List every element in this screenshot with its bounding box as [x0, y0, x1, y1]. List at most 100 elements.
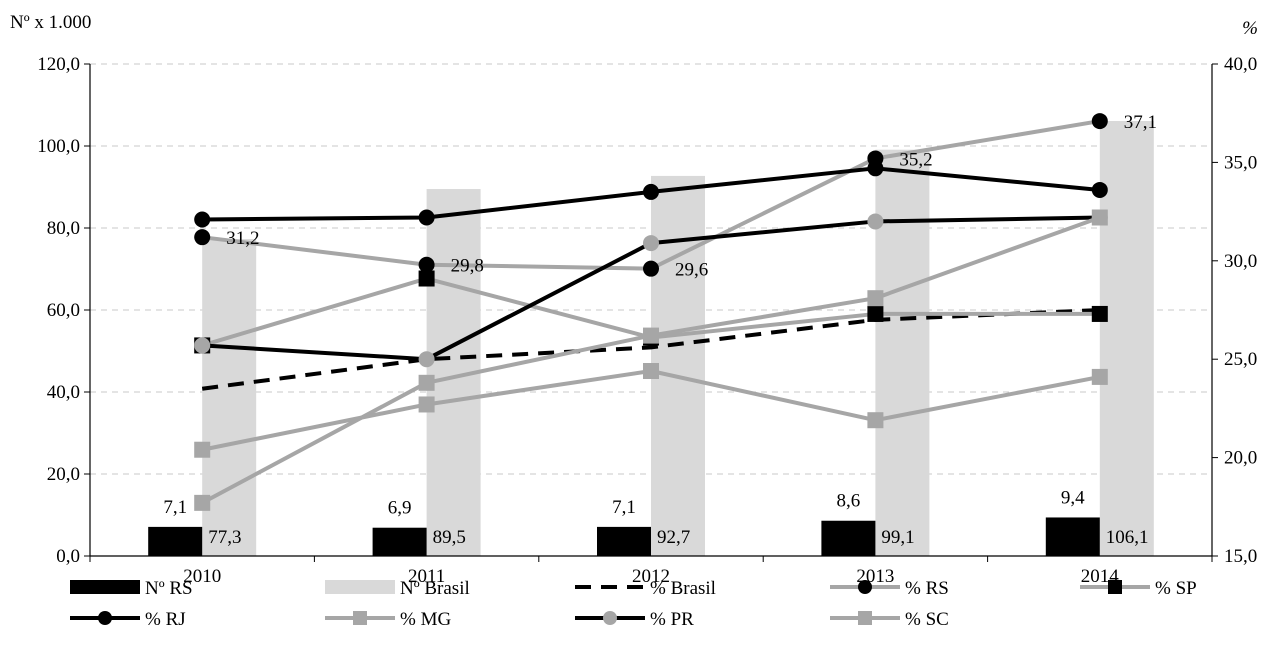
right-tick-label: 30,0 [1224, 251, 1257, 272]
legend-item: Nº RS [70, 578, 193, 599]
marker-sc [1091, 209, 1108, 226]
marker-pr [643, 235, 659, 252]
legend-item: % Brasil [575, 578, 716, 599]
marker-sc [867, 290, 884, 307]
legend-label: % SP [1155, 578, 1197, 599]
legend-label: Nº RS [145, 578, 193, 599]
bar-label-brasil: 89,5 [433, 527, 466, 548]
line-label-rs: 35,2 [899, 149, 932, 170]
legend-item: % SP [1080, 578, 1197, 599]
legend-item: % PR [575, 609, 694, 630]
marker-sp [418, 270, 435, 287]
marker-mg [194, 441, 211, 458]
bar-label-rs: 9,4 [1061, 487, 1085, 508]
legend-marker [98, 611, 112, 625]
bar-label-brasil: 99,1 [881, 527, 914, 548]
right-tick-label: 20,0 [1224, 448, 1257, 469]
legend-marker [858, 611, 872, 625]
right-tick-label: 35,0 [1224, 152, 1257, 173]
marker-mg [643, 363, 659, 380]
right-axis-title: % [1242, 18, 1258, 39]
bar-label-rs: 6,9 [388, 498, 412, 519]
x-tick-label: 2012 [632, 566, 670, 587]
left-tick-label: 0,0 [56, 546, 80, 567]
legend-item: % RJ [70, 609, 186, 630]
bar-brasil [651, 175, 705, 556]
line-label-rs: 29,8 [451, 256, 484, 277]
bar-rs [821, 520, 876, 556]
legend-item: % MG [325, 609, 451, 630]
bar-rs [372, 527, 427, 556]
marker-rj [867, 160, 884, 177]
x-tick-label: 2011 [408, 566, 445, 587]
marker-rj [418, 209, 435, 226]
bar-brasil [875, 149, 930, 556]
legend-swatch [70, 580, 140, 594]
legend-marker [1108, 580, 1122, 594]
marker-rs [194, 229, 211, 246]
marker-mg [1091, 368, 1108, 385]
marker-rs [643, 260, 659, 277]
marker-mg [418, 396, 435, 413]
marker-pr [194, 337, 211, 354]
left-tick-label: 100,0 [37, 136, 80, 157]
legend-marker [858, 580, 872, 594]
right-tick-label: 40,0 [1224, 54, 1257, 75]
bars [148, 120, 1154, 557]
marker-sc [418, 374, 435, 391]
marker-sc [643, 327, 659, 344]
marker-pr [418, 351, 435, 368]
legend-label: % Brasil [650, 578, 716, 599]
legend-marker [353, 611, 367, 625]
legend-label: % RJ [145, 609, 186, 630]
marker-rj [194, 211, 211, 228]
bar-rs [597, 526, 651, 556]
left-tick-label: 60,0 [47, 300, 80, 321]
bar-label-brasil: 106,1 [1106, 527, 1149, 548]
legend: Nº RS Nº Brasil % Brasil % RS % SP % RJ % MG % … [70, 578, 1197, 630]
left-tick-label: 120,0 [37, 54, 80, 75]
bar-label-rs: 7,1 [163, 497, 187, 518]
bar-rs [1045, 517, 1100, 556]
marker-rj [1091, 181, 1108, 198]
left-tick-label: 80,0 [47, 218, 80, 239]
legend-item: Nº Brasil [325, 578, 470, 599]
x-tick-label: 2010 [183, 566, 221, 587]
bar-brasil [202, 239, 257, 556]
legend-item: % RS [830, 578, 949, 599]
bar-rs [148, 526, 203, 556]
marker-sp [867, 305, 884, 322]
legend-label: % SC [905, 609, 949, 630]
bar-label-brasil: 77,3 [208, 527, 241, 548]
line-brasil [201, 308, 1100, 391]
legend-swatch [325, 580, 395, 594]
marker-sc [194, 494, 211, 511]
marker-mg [867, 412, 884, 429]
axes [84, 63, 1218, 562]
marker-rj [643, 183, 659, 200]
legend-label: % PR [650, 609, 694, 630]
data-labels: 77,3 89,5 92,7 99,1 106,1 7,1 6,9 7,1 8,6 9,4 31,2… [163, 112, 1157, 548]
line-label-rs: 29,6 [675, 260, 708, 281]
right-tick-label: 15,0 [1224, 546, 1257, 567]
bar-label-rs: 8,6 [837, 491, 861, 512]
bar-label-rs: 7,1 [612, 497, 636, 518]
marker-rs [1091, 113, 1108, 130]
left-tick-label: 40,0 [47, 382, 80, 403]
series-lines [194, 113, 1108, 511]
line-label-rs: 37,1 [1124, 112, 1157, 133]
left-tick-label: 20,0 [47, 464, 80, 485]
right-tick-label: 25,0 [1224, 349, 1257, 370]
bar-brasil [1099, 120, 1154, 557]
bar-label-brasil: 92,7 [657, 527, 690, 548]
left-axis-title: Nº x 1.000 [10, 12, 91, 33]
legend-label: % MG [400, 609, 451, 630]
legend-item: % SC [830, 609, 949, 630]
marker-pr [867, 213, 884, 230]
marker-sp [1091, 305, 1108, 322]
legend-marker [603, 611, 617, 625]
line-label-rs: 31,2 [226, 228, 259, 249]
legend-label: Nº Brasil [400, 578, 470, 599]
legend-label: % RS [905, 578, 949, 599]
